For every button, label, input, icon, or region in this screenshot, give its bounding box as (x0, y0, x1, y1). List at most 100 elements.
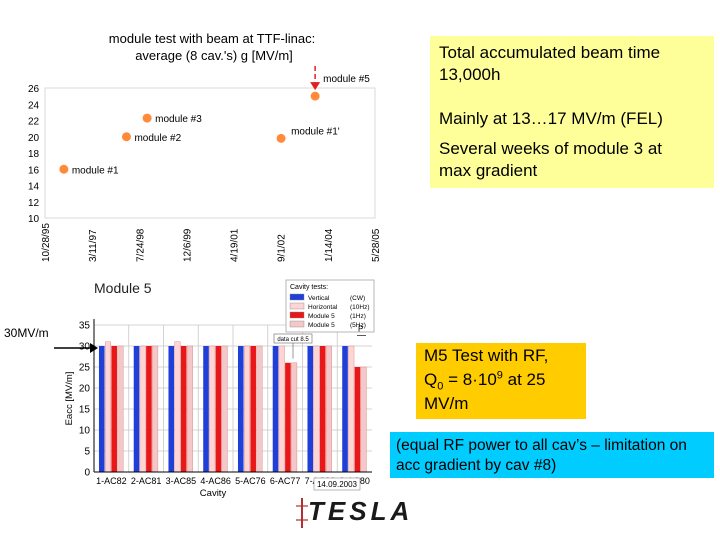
summary-line-2: 13,000h (439, 65, 501, 84)
q-exponent: 9 (496, 369, 503, 382)
chart2-bar (342, 346, 348, 472)
chart2-legend-mode: (10Hz) (350, 304, 370, 311)
chart2-annotation-text: data cut 8.5 (277, 337, 309, 343)
chart2-bar (133, 346, 140, 472)
chart2-legend-name: Module 5 (308, 313, 335, 320)
chart1-point-label: module #1 (72, 165, 119, 176)
chart2-legend-swatch (289, 311, 305, 319)
chart2-bar (256, 345, 263, 473)
chart1-y-tick: 16 (28, 165, 40, 176)
chart1-point-label: module #3 (155, 114, 202, 125)
m5-line-2: Q0 = 8·109 at 25 (424, 369, 546, 392)
chart2-bar (272, 346, 279, 472)
module5-gradient-chart: Module 5 0 5 10 15 20 25 30 35 1-AC82 2-AC81 3-AC8… (64, 279, 375, 499)
chart2-bar (285, 362, 291, 472)
chart2-bar (319, 346, 326, 472)
chart2-legend-mode: (5Hz) (350, 322, 366, 329)
tesla-logo-text: TESLA (308, 496, 414, 526)
chart1-x-tick: 3/11/97 (88, 229, 99, 262)
chart2-bar (278, 345, 285, 473)
chart2-bar (111, 346, 117, 472)
chart2-legend-name: Module 5 (308, 322, 335, 329)
chart1-y-tick: 14 (28, 182, 40, 193)
tesla-logo-graphic (296, 498, 308, 528)
chart2-title: Module 5 (94, 280, 152, 296)
chart1-point (142, 113, 152, 123)
summary-line-5: max gradient (439, 161, 538, 180)
summary-line-4: Several weeks of module 3 at (439, 139, 663, 158)
q-tail: at 25 (502, 370, 546, 389)
chart1-point-label: module #5 (323, 74, 370, 85)
q-equals: = 8 (443, 370, 473, 389)
chart1-y-tick: 26 (28, 84, 40, 95)
chart1-point (59, 164, 69, 174)
summary-line-3: Mainly at 13…17 MV/m (FEL) (439, 109, 663, 128)
chart2-legend-mode: (1Hz) (350, 313, 366, 320)
chart2-bar (215, 346, 222, 472)
chart1-title-line1: module test with beam at TTF-linac: (109, 31, 315, 46)
q-dot: · (472, 370, 478, 389)
chart2-bar (168, 346, 175, 472)
chart2-y-tick: 20 (79, 384, 91, 395)
chart1-y-tick: 12 (28, 198, 40, 209)
chart1-y-tick: 24 (28, 100, 40, 111)
chart2-y-tick: 15 (79, 405, 91, 416)
chart1-y-tick: 10 (28, 214, 40, 225)
chart2-bar (186, 345, 193, 473)
chart2-x-label: Cavity (200, 488, 227, 499)
q-symbol: Q (424, 370, 438, 389)
tesla-logo: TESLA (296, 496, 442, 530)
q-base: 10 (477, 370, 497, 389)
chart1-point (121, 132, 131, 142)
chart2-annotation-p: P (358, 324, 363, 333)
chart2-legend-name: Vertical (308, 295, 330, 302)
chart1-x-tick: 7/24/98 (135, 228, 146, 262)
chart2-x-tick: 1-AC82 (96, 476, 127, 486)
chart1-x-tick: 4/19/01 (230, 228, 241, 262)
chart2-bar (209, 345, 216, 473)
chart1-point-label: module #2 (134, 133, 181, 144)
chart2-y-tick: 0 (84, 468, 90, 479)
chart2-legend-swatch (289, 293, 305, 301)
chart1-point (310, 91, 320, 101)
chart1-y-tick: 22 (28, 117, 40, 128)
chart2-bar (98, 346, 105, 472)
chart2-bar (152, 345, 159, 473)
beam-test-history-chart: module test with beam at TTF-linac: aver… (28, 31, 382, 262)
chart2-x-tick: 4-AC86 (200, 476, 231, 486)
chart2-bar (354, 367, 361, 472)
chart2-bar (325, 345, 332, 473)
m5-line-3: MV/m (424, 394, 469, 413)
chart1-x-tick: 5/28/05 (371, 228, 382, 262)
chart1-y-tick: 20 (28, 133, 40, 144)
chart2-y-tick: 30 (79, 342, 91, 353)
chart1-x-tick: 1/14/04 (324, 228, 335, 262)
chart1-point-label: module #1' (291, 126, 340, 137)
chart1-y-tick: 18 (28, 149, 40, 160)
chart2-x-tick: 6-AC77 (270, 476, 301, 486)
gradient-30-arrow (54, 343, 98, 353)
chart2-bar (174, 341, 181, 473)
gradient-30-label: 30MV/m (4, 326, 49, 340)
chart2-date-box (313, 477, 361, 491)
chart1-plot-frame (44, 87, 376, 219)
chart2-bar (250, 346, 256, 472)
m5-panel: M5 Test with RF, Q0 = 8·109 at 25 MV/m (416, 343, 586, 419)
chart2-x-tick: 2-AC81 (131, 476, 162, 486)
chart2-y-tick: 25 (79, 363, 91, 374)
chart2-x-tick: 3-AC85 (166, 476, 197, 486)
chart2-legend-name: Horizontal (308, 304, 338, 311)
chart2-bar (348, 345, 355, 473)
chart2-bar (291, 362, 298, 473)
chart2-legend-swatch (289, 320, 305, 328)
chart2-bar (360, 366, 367, 473)
chart2-y-label: Eacc [MV/m] (64, 372, 75, 426)
chart2-legend-swatch (289, 302, 305, 310)
chart2-bar (146, 346, 152, 472)
chart2-legend-title: Cavity tests: (290, 284, 328, 291)
chart1-point (276, 133, 286, 143)
chart2-x-tick: 5-AC76 (235, 476, 266, 486)
chart2-y-tick: 10 (79, 426, 91, 437)
chart1-x-tick: 10/28/95 (41, 223, 52, 262)
chart2-bar (221, 345, 228, 473)
